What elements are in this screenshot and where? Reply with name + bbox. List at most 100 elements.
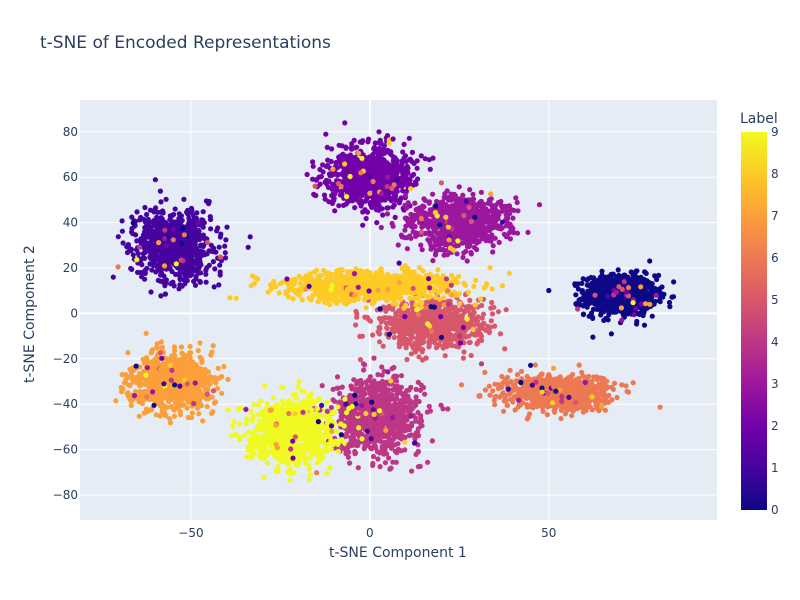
point [499, 219, 505, 225]
point [591, 284, 597, 290]
point [352, 392, 358, 398]
point [422, 156, 428, 162]
point [375, 385, 381, 391]
point [430, 155, 436, 161]
point [466, 224, 472, 230]
point [579, 280, 585, 286]
point [148, 255, 154, 262]
point [181, 196, 187, 202]
point [397, 410, 404, 416]
point [186, 241, 192, 247]
point [477, 221, 483, 227]
point [156, 240, 162, 246]
point [401, 179, 407, 185]
point [425, 459, 431, 465]
point [314, 176, 320, 183]
point [379, 446, 385, 452]
point [406, 135, 412, 141]
point [432, 239, 438, 245]
point [498, 198, 504, 205]
point [355, 411, 361, 417]
point [640, 308, 646, 314]
point [467, 187, 473, 193]
point [613, 289, 620, 295]
point [575, 306, 581, 312]
point [375, 456, 381, 462]
point [170, 237, 176, 243]
point [338, 413, 344, 419]
point [378, 183, 384, 189]
point [381, 157, 387, 163]
point [151, 220, 157, 227]
point [344, 194, 350, 200]
point [362, 362, 368, 368]
point [162, 283, 168, 289]
point [369, 384, 375, 390]
point [615, 267, 621, 273]
point [415, 205, 421, 212]
point [347, 169, 353, 175]
point [661, 291, 667, 297]
point [183, 246, 189, 253]
point [580, 311, 587, 318]
point [427, 408, 433, 414]
point [364, 428, 370, 434]
point [405, 217, 412, 223]
point [386, 455, 392, 461]
point [599, 281, 605, 287]
point [621, 272, 627, 278]
point [407, 407, 413, 413]
point [599, 268, 605, 274]
point [208, 226, 214, 232]
point [216, 282, 222, 288]
point [573, 292, 579, 298]
point [360, 222, 366, 228]
point [386, 149, 392, 155]
scatter-points[interactable] [110, 120, 677, 483]
point [310, 163, 316, 169]
point [388, 378, 394, 384]
point [448, 191, 454, 197]
point [329, 146, 335, 152]
point [162, 219, 168, 225]
point [374, 424, 380, 430]
point [380, 212, 386, 218]
point [409, 423, 415, 429]
point [323, 131, 329, 137]
point [443, 214, 449, 220]
point [477, 214, 483, 220]
point [648, 285, 654, 291]
point [657, 289, 663, 295]
point [408, 432, 414, 438]
point [634, 318, 640, 325]
point [312, 183, 318, 189]
point [211, 284, 217, 290]
point [144, 247, 150, 253]
point [223, 237, 229, 243]
point [370, 332, 376, 338]
point [159, 252, 165, 258]
point [351, 137, 357, 143]
point [501, 231, 507, 237]
point [412, 223, 418, 230]
point [163, 196, 169, 202]
point [379, 197, 385, 203]
point [218, 231, 224, 237]
point [380, 399, 386, 406]
point [196, 261, 202, 267]
point [636, 290, 642, 296]
point [130, 231, 136, 237]
point [383, 405, 390, 411]
point [153, 205, 159, 211]
point [371, 411, 377, 417]
point [358, 398, 364, 404]
point [643, 270, 649, 276]
point [147, 207, 153, 213]
point [363, 410, 369, 417]
point [464, 243, 470, 250]
point [157, 257, 163, 263]
point [172, 206, 178, 212]
point [402, 153, 409, 159]
point [641, 322, 648, 328]
point [426, 403, 432, 409]
